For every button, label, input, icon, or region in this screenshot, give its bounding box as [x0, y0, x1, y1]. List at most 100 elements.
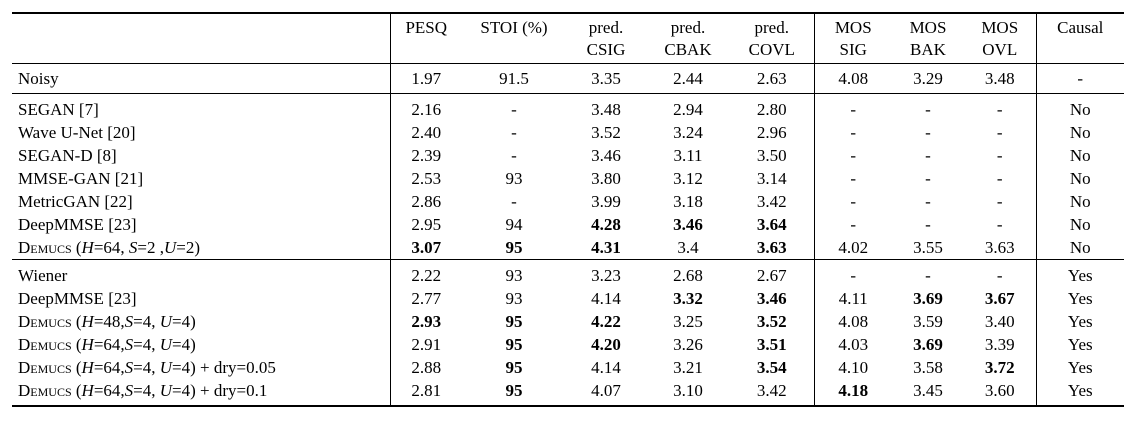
method-name: DeepMMSE [23] — [12, 287, 391, 310]
header-cbak-line2: CBAK — [664, 40, 712, 59]
cell-stoi: 95 — [505, 312, 523, 331]
method-text: =4) + dry=0.05 — [172, 358, 276, 377]
cell-causal: Yes — [1067, 358, 1093, 377]
method-text: ( — [71, 358, 82, 377]
cell-csig: 3.99 — [591, 192, 621, 211]
cell-stoi: 95 — [462, 379, 566, 407]
cell-mos-ovl: - — [964, 167, 1037, 190]
cell-pesq: 1.97 — [411, 69, 442, 88]
cell-stoi: 93 — [505, 289, 523, 308]
cell-csig: 4.07 — [566, 379, 646, 407]
method-name: SEGAN [7] — [12, 93, 391, 121]
header-mos-bak-line1: MOS — [909, 18, 947, 37]
cell-mos-sig: - — [850, 192, 857, 211]
cell-covl: 3.52 — [730, 310, 815, 333]
table-row: Demucs (H=48,S=4, U=4) 2.93 95 4.22 3.25 3.52… — [12, 310, 1124, 333]
method-name: Demucs (H=64,S=4, U=4) + dry=0.05 — [12, 356, 391, 379]
cell-causal: No — [1069, 238, 1091, 257]
cell-mos-bak: - — [925, 192, 931, 211]
results-body: Noisy 1.97 91.5 3.35 2.44 2.63 4.08 3.29 3.48- SE… — [12, 63, 1124, 407]
cell-cbak: 3.12 — [673, 169, 703, 188]
method-text: =4, — [133, 358, 160, 377]
cell-csig: 4.14 — [591, 289, 621, 308]
param-symbol: S — [124, 335, 134, 354]
header-stoi: STOI (%) — [462, 12, 566, 64]
cell-covl: 3.14 — [730, 167, 815, 190]
header-row: PESQ STOI (%) pred. CSIG pred. CBAK pred. C… — [12, 12, 1124, 64]
method-text: ( — [71, 335, 82, 354]
method-name: MMSE-GAN [21] — [12, 167, 391, 190]
cell-covl: 3.42 — [730, 190, 815, 213]
method-text: =4, — [133, 381, 160, 400]
cell-causal: No — [1069, 146, 1091, 165]
cell-mos-sig: 4.03 — [838, 335, 869, 354]
cell-covl: 3.63 — [730, 236, 815, 260]
method-text: =2 , — [137, 238, 165, 257]
method-text: =48, — [93, 312, 125, 331]
cell-cbak: 3.21 — [673, 358, 703, 377]
cell-causal: Yes — [1067, 289, 1093, 308]
cell-stoi: 95 — [505, 238, 523, 257]
method-text: =2) — [176, 238, 201, 257]
cell-mos-ovl: - — [964, 121, 1037, 144]
cell-cbak: 2.44 — [673, 69, 703, 88]
model-name: Demucs — [18, 312, 72, 331]
method-text: =4, — [133, 312, 160, 331]
cell-mos-ovl: 3.40 — [964, 310, 1037, 333]
cell-mos-ovl: - — [964, 213, 1037, 236]
table-row: Demucs (H=64,S=4, U=4) + dry=0.1 2.81 95 4.… — [12, 379, 1124, 407]
param-symbol: S — [128, 238, 138, 257]
param-symbol: S — [124, 358, 134, 377]
cell-causal: Yes — [1067, 335, 1093, 354]
header-mos-sig-line2: SIG — [839, 40, 867, 59]
param-symbol: S — [124, 312, 134, 331]
method-text: ( — [71, 238, 82, 257]
cell-mos-ovl: 3.48 — [964, 63, 1037, 94]
cell-mos-bak: 3.55 — [913, 238, 943, 257]
cell-covl: 2.67 — [730, 259, 815, 287]
method-text: =4) + dry=0.1 — [172, 381, 268, 400]
header-mos-sig: MOS SIG — [814, 12, 892, 64]
cell-csig: 4.20 — [591, 335, 621, 354]
cell-covl: 3.46 — [730, 287, 815, 310]
table-row: SEGAN [7] 2.16-3.48 2.94 2.80- - - No — [12, 93, 1124, 121]
cell-cbak: 2.68 — [646, 259, 730, 287]
method-name: Demucs (H=64,S=4, U=4) — [12, 333, 391, 356]
cell-cbak: 3.24 — [673, 123, 703, 142]
cell-stoi: 95 — [505, 358, 523, 377]
cell-pesq: 2.88 — [411, 358, 442, 377]
cell-causal: No — [1069, 123, 1091, 142]
method-name: Demucs (H=64,S=4, U=4) + dry=0.1 — [12, 379, 391, 407]
cell-stoi: 93 — [505, 169, 523, 188]
cell-csig: 4.31 — [591, 238, 621, 257]
cell-stoi: 93 — [462, 259, 566, 287]
table-row: Demucs (H=64, S=2 ,U=2) 3.07 95 4.31 3.4 3.63… — [12, 236, 1124, 260]
cell-csig: 3.48 — [566, 93, 646, 121]
cell-stoi: - — [462, 93, 566, 121]
method-name: DeepMMSE [23] — [12, 213, 391, 236]
cell-mos-bak: 3.69 — [913, 289, 943, 308]
cell-mos-sig: - — [850, 215, 857, 234]
table-row: DeepMMSE [23] 2.77 93 4.14 3.32 3.46 4.11 3.69 3… — [12, 287, 1124, 310]
cell-csig: 3.23 — [566, 259, 646, 287]
cell-causal: No — [1069, 192, 1091, 211]
model-name: Demucs — [18, 335, 72, 354]
model-name: Demucs — [18, 238, 72, 257]
cell-cbak: 3.46 — [673, 215, 703, 234]
method-name: Demucs (H=48,S=4, U=4) — [12, 310, 391, 333]
header-mos-sig-line1: MOS — [834, 18, 872, 37]
cell-stoi: - — [511, 123, 517, 142]
method-name: Noisy — [12, 63, 391, 94]
cell-mos-bak: - — [892, 93, 964, 121]
cell-mos-bak: - — [925, 169, 931, 188]
cell-csig: 4.22 — [591, 312, 621, 331]
cell-pesq: 2.86 — [411, 192, 442, 211]
cell-mos-bak: - — [925, 215, 931, 234]
cell-mos-bak: 3.45 — [892, 379, 964, 407]
header-method — [12, 12, 391, 64]
header-mos-ovl-line2: OVL — [982, 40, 1018, 59]
method-text: ( — [71, 312, 82, 331]
cell-mos-sig: - — [850, 169, 857, 188]
method-name: MetricGAN [22] — [12, 190, 391, 213]
param-symbol: H — [81, 381, 94, 400]
